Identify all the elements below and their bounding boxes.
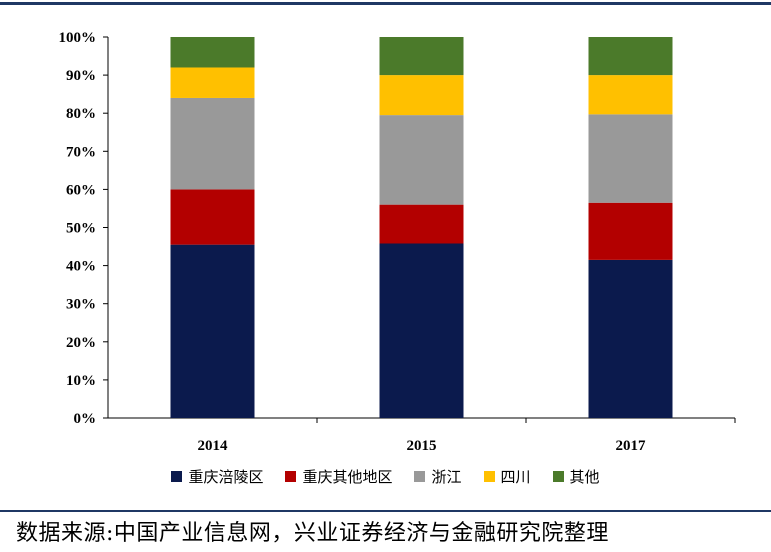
legend-swatch <box>552 471 564 482</box>
legend-swatch <box>285 471 297 482</box>
chart-legend: 重庆涪陵区 重庆其他地区 浙江 四川 其他 <box>0 466 771 487</box>
legend-label: 重庆其他地区 <box>302 468 393 486</box>
legend-label: 浙江 <box>431 468 462 486</box>
y-tick-label: 70% <box>66 144 96 160</box>
x-tick-label: 2014 <box>198 438 229 454</box>
source-note: 数据来源:中国产业信息网，兴业证券经济与金融研究院整理 <box>16 521 609 546</box>
legend-item: 重庆其他地区 <box>285 466 392 487</box>
y-tick-label: 30% <box>66 297 96 313</box>
legend-swatch <box>483 471 495 482</box>
legend-item: 重庆涪陵区 <box>171 466 263 487</box>
bar-segment-2 <box>588 202 673 260</box>
bar-segment-5 <box>379 37 464 76</box>
y-tick-label: 80% <box>66 106 96 122</box>
top-rule <box>0 2 771 5</box>
bottom-rule <box>0 510 771 512</box>
legend-label: 重庆涪陵区 <box>188 468 264 486</box>
legend-swatch <box>414 471 426 482</box>
y-tick-label: 10% <box>66 373 96 389</box>
y-tick-label: 50% <box>66 221 96 237</box>
bar-segment-3 <box>379 115 464 205</box>
bar-segment-4 <box>588 75 673 115</box>
bar-segment-3 <box>170 97 255 190</box>
x-tick-label: 2017 <box>616 438 647 454</box>
bar-segment-1 <box>379 243 464 418</box>
bar-segment-4 <box>379 75 464 116</box>
legend-item: 其他 <box>552 466 600 487</box>
stacked-bar-chart: 0% 10% 20% 30% 40% 50% 60% 70% 80% 90% 100% 2014 201… <box>59 30 736 454</box>
legend-label: 其他 <box>569 468 600 486</box>
legend-swatch <box>171 471 183 482</box>
legend-item: 四川 <box>483 466 531 487</box>
bar-segment-1 <box>170 244 255 418</box>
bar-segment-3 <box>588 114 673 203</box>
y-tick-label: 40% <box>66 259 96 275</box>
bar-segment-1 <box>588 259 673 418</box>
bar-segment-5 <box>170 37 255 68</box>
bar-segment-2 <box>170 189 255 245</box>
bar-segment-5 <box>588 37 673 76</box>
x-tick-label: 2015 <box>407 438 437 454</box>
bar-segment-2 <box>379 204 464 244</box>
legend-item: 浙江 <box>414 466 462 487</box>
y-tick-label: 20% <box>66 335 96 351</box>
y-tick-label: 100% <box>59 30 97 46</box>
y-tick-label: 60% <box>66 182 96 198</box>
bar-segment-4 <box>170 67 255 98</box>
y-tick-label: 90% <box>66 68 96 84</box>
y-tick-label: 0% <box>74 411 97 427</box>
legend-label: 四川 <box>500 468 531 486</box>
